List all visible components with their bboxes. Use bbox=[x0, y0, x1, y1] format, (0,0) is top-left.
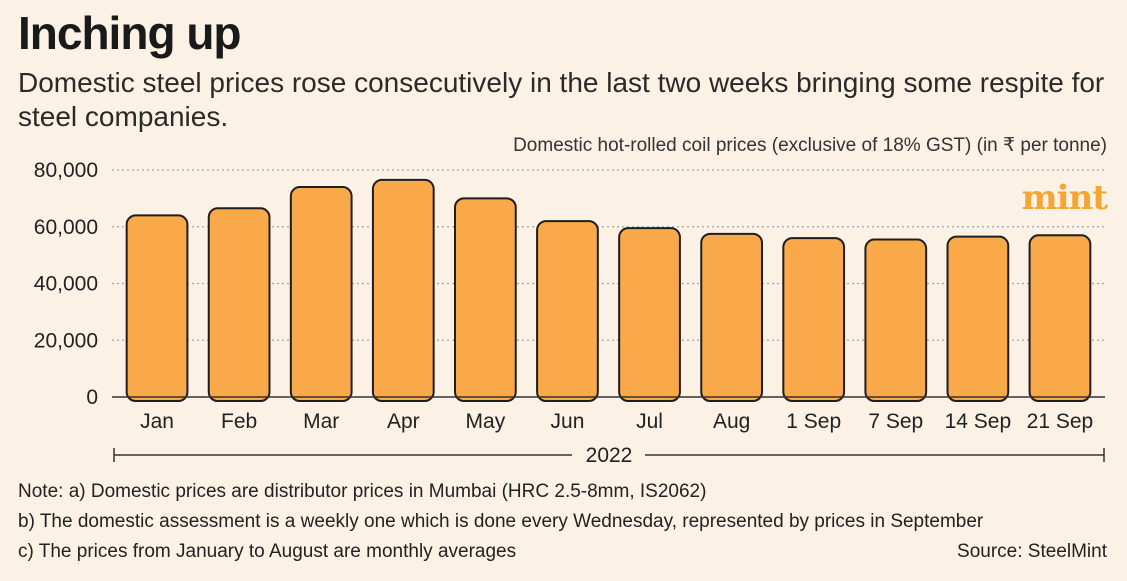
bar bbox=[700, 232, 763, 402]
chart-unit-label: Domestic hot-rolled coil prices (exclusi… bbox=[513, 135, 1107, 156]
bar bbox=[371, 178, 435, 402]
y-tick-label: 20,000 bbox=[34, 329, 98, 352]
x-tick-label: Feb bbox=[221, 410, 257, 433]
y-tick-label: 40,000 bbox=[34, 273, 98, 296]
bar bbox=[864, 238, 928, 402]
x-tick-label: Jun bbox=[551, 410, 585, 433]
bar bbox=[1028, 234, 1092, 402]
x-tick-label: Aug bbox=[713, 410, 750, 433]
x-tick-label: Jul bbox=[636, 410, 663, 433]
source-credit: Source: SteelMint bbox=[957, 541, 1107, 562]
bar bbox=[207, 207, 271, 402]
mint-logo: mint bbox=[1021, 178, 1108, 218]
x-tick-label: Jan bbox=[140, 410, 174, 433]
x-tick-label: Mar bbox=[303, 410, 339, 433]
bar bbox=[454, 197, 517, 402]
bar bbox=[946, 235, 1010, 402]
bar bbox=[536, 220, 599, 402]
bar bbox=[782, 237, 846, 402]
bar bbox=[618, 227, 681, 402]
x-tick-label: May bbox=[466, 410, 506, 433]
x-tick-label: 1 Sep bbox=[786, 410, 841, 433]
y-tick-label: 0 bbox=[86, 386, 98, 409]
bar bbox=[125, 214, 189, 402]
chart-subtitle: Domestic steel prices rose consecutively… bbox=[18, 67, 1105, 132]
bar bbox=[289, 186, 353, 402]
note-b: b) The domestic assessment is a weekly o… bbox=[18, 511, 984, 532]
note-c: c) The prices from January to August are… bbox=[18, 541, 517, 562]
x-tick-label: 14 Sep bbox=[945, 410, 1012, 433]
x-tick-label: 7 Sep bbox=[868, 410, 923, 433]
chart-title: Inching up bbox=[18, 7, 242, 59]
x-axis-label: 2022 bbox=[586, 444, 633, 467]
bar-chart: 0 20,000 40,000 60,000 80,000 Jan Feb Mar Apr May… bbox=[34, 159, 1105, 467]
y-tick-label: 80,000 bbox=[34, 159, 98, 182]
x-tick-label: 21 Sep bbox=[1027, 410, 1094, 433]
x-tick-label: Apr bbox=[387, 410, 420, 433]
note-a: Note: a) Domestic prices are distributor… bbox=[18, 481, 707, 502]
y-tick-label: 60,000 bbox=[34, 216, 98, 239]
